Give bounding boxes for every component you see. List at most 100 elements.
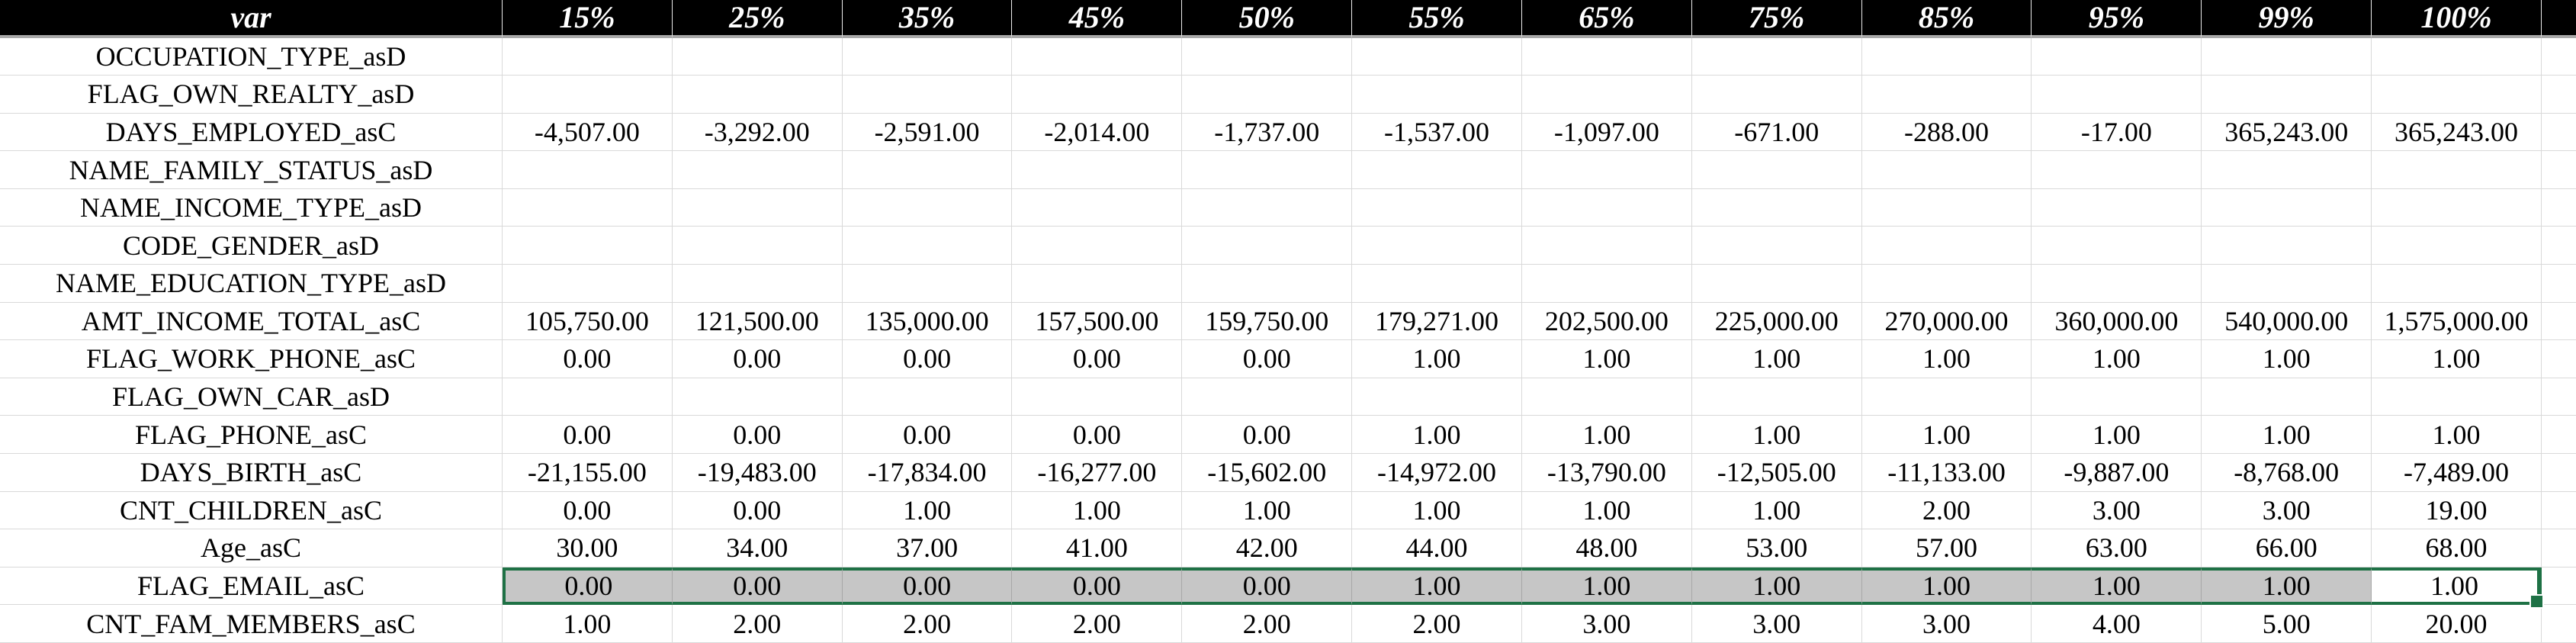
cell[interactable]: -3,292.00	[672, 113, 843, 152]
row-label[interactable]: OCCUPATION_TYPE_asD	[0, 37, 503, 76]
column-header[interactable]: 45%	[1012, 0, 1183, 38]
header-filler[interactable]	[2541, 0, 2576, 38]
cell[interactable]	[2372, 227, 2542, 265]
row-label[interactable]: DAYS_BIRTH_asC	[0, 453, 503, 492]
filler-cell[interactable]	[2541, 416, 2576, 454]
cell[interactable]: 3.00	[2032, 491, 2202, 530]
cell[interactable]: 1.00	[1352, 340, 1522, 378]
cell[interactable]	[842, 151, 1013, 189]
cell[interactable]	[672, 37, 843, 76]
row-label[interactable]: FLAG_WORK_PHONE_asC	[0, 340, 503, 378]
cell[interactable]	[2202, 378, 2372, 416]
cell[interactable]: 1.00	[1352, 416, 1522, 454]
cell[interactable]: 202,500.00	[1521, 302, 1692, 341]
cell[interactable]	[1861, 227, 2032, 265]
cell[interactable]: 1.00	[1012, 491, 1183, 530]
column-header[interactable]: 99%	[2202, 0, 2372, 38]
filler-cell[interactable]	[2541, 529, 2576, 567]
active-cell[interactable]: 1.00	[2372, 567, 2544, 609]
selected-cell[interactable]: 0.00	[672, 567, 843, 606]
row-label[interactable]: FLAG_PHONE_asC	[0, 416, 503, 454]
cell[interactable]	[1691, 37, 1862, 76]
cell[interactable]	[1861, 188, 2032, 227]
cell[interactable]	[2032, 378, 2202, 416]
cell[interactable]: 1.00	[2202, 340, 2372, 378]
filler-cell[interactable]	[2541, 227, 2576, 265]
cell[interactable]	[503, 265, 673, 303]
row-label[interactable]: CNT_CHILDREN_asC	[0, 491, 503, 530]
cell[interactable]: 1.00	[2032, 416, 2202, 454]
row-label[interactable]: NAME_INCOME_TYPE_asD	[0, 188, 503, 227]
cell[interactable]: -1,737.00	[1182, 113, 1353, 152]
filler-cell[interactable]	[2541, 340, 2576, 378]
cell[interactable]: 0.00	[842, 340, 1013, 378]
cell[interactable]	[672, 378, 843, 416]
filler-cell[interactable]	[2541, 151, 2576, 189]
cell[interactable]	[1521, 151, 1692, 189]
cell[interactable]: 5.00	[2202, 605, 2372, 643]
cell[interactable]: 225,000.00	[1691, 302, 1862, 341]
cell[interactable]	[503, 378, 673, 416]
cell[interactable]: 365,243.00	[2202, 113, 2372, 152]
selected-cell[interactable]: 1.00	[1352, 567, 1522, 606]
column-header[interactable]: 55%	[1352, 0, 1522, 38]
cell[interactable]: -21,155.00	[503, 453, 673, 492]
column-header[interactable]: 65%	[1521, 0, 1692, 38]
cell[interactable]	[1352, 151, 1522, 189]
column-header[interactable]: 15%	[503, 0, 673, 38]
cell[interactable]: 1.00	[2372, 340, 2542, 378]
cell[interactable]	[1691, 188, 1862, 227]
cell[interactable]	[1012, 227, 1183, 265]
cell[interactable]: 2.00	[1352, 605, 1522, 643]
cell[interactable]: -11,133.00	[1861, 453, 2032, 492]
cell[interactable]	[1352, 378, 1522, 416]
cell[interactable]: 68.00	[2372, 529, 2542, 567]
cell[interactable]	[672, 188, 843, 227]
cell[interactable]	[2202, 151, 2372, 189]
filler-cell[interactable]	[2541, 453, 2576, 492]
cell[interactable]	[672, 151, 843, 189]
filler-cell[interactable]	[2541, 567, 2576, 606]
cell[interactable]	[1521, 37, 1692, 76]
cell[interactable]: -7,489.00	[2372, 453, 2542, 492]
cell[interactable]: 44.00	[1352, 529, 1522, 567]
cell[interactable]	[1521, 265, 1692, 303]
cell[interactable]	[503, 37, 673, 76]
cell[interactable]: 159,750.00	[1182, 302, 1353, 341]
filler-cell[interactable]	[2541, 302, 2576, 341]
selected-cell[interactable]: 0.00	[842, 567, 1013, 606]
cell[interactable]	[2032, 37, 2202, 76]
cell[interactable]: -12,505.00	[1691, 453, 1862, 492]
column-header[interactable]: 75%	[1691, 0, 1862, 38]
cell[interactable]	[1182, 37, 1353, 76]
cell[interactable]: 1.00	[1521, 340, 1692, 378]
cell[interactable]: 1,575,000.00	[2372, 302, 2542, 341]
cell[interactable]: -17,834.00	[842, 453, 1013, 492]
selected-cell[interactable]: 1.00	[2032, 567, 2202, 606]
cell[interactable]	[1012, 37, 1183, 76]
cell[interactable]: -1,537.00	[1352, 113, 1522, 152]
selected-cell[interactable]: 1.00	[2202, 567, 2372, 606]
cell[interactable]: -14,972.00	[1352, 453, 1522, 492]
cell[interactable]	[1182, 227, 1353, 265]
cell[interactable]: 1.00	[1182, 491, 1353, 530]
cell[interactable]: 1.00	[1691, 340, 1862, 378]
cell[interactable]	[1861, 151, 2032, 189]
cell[interactable]: 3.00	[1861, 605, 2032, 643]
cell[interactable]: -9,887.00	[2032, 453, 2202, 492]
row-label[interactable]: Age_asC	[0, 529, 503, 567]
cell[interactable]	[2202, 265, 2372, 303]
cell[interactable]: 540,000.00	[2202, 302, 2372, 341]
selected-cell[interactable]: 1.00	[1861, 567, 2032, 606]
cell[interactable]: 2.00	[1012, 605, 1183, 643]
cell[interactable]: 105,750.00	[503, 302, 673, 341]
cell[interactable]	[1182, 378, 1353, 416]
cell[interactable]: 1.00	[503, 605, 673, 643]
cell[interactable]	[2372, 265, 2542, 303]
cell[interactable]: 360,000.00	[2032, 302, 2202, 341]
filler-cell[interactable]	[2541, 378, 2576, 416]
cell[interactable]	[1691, 151, 1862, 189]
cell[interactable]	[672, 227, 843, 265]
cell[interactable]: 0.00	[1182, 340, 1353, 378]
cell[interactable]: 121,500.00	[672, 302, 843, 341]
